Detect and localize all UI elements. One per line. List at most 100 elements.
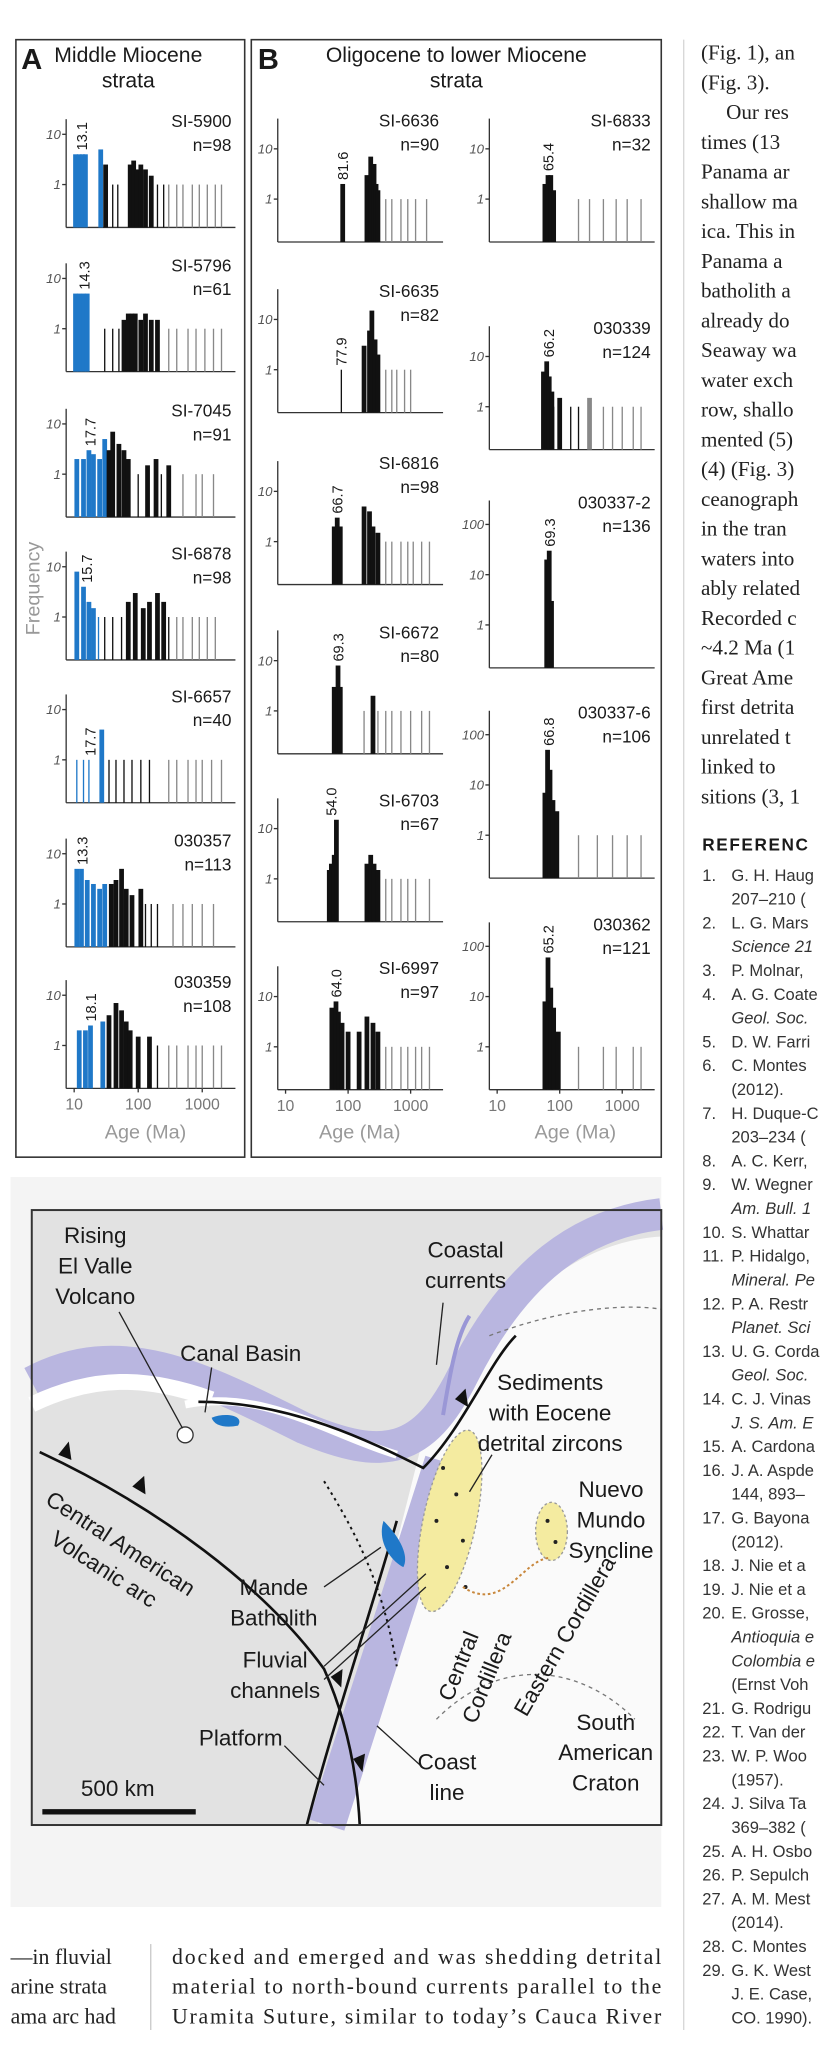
histogram-bar bbox=[640, 1046, 642, 1090]
histogram: 1 10 SI-6657 n=40 17.7 bbox=[46, 686, 236, 804]
map-label-line: detrital zircons bbox=[478, 1431, 623, 1456]
x-tick-label: 1000 bbox=[185, 1097, 220, 1114]
histogram-bar bbox=[400, 199, 402, 243]
histogram-bar bbox=[74, 868, 80, 947]
histogram-bar bbox=[112, 328, 114, 372]
histogram-bar bbox=[172, 903, 174, 947]
histogram-bar bbox=[615, 1046, 617, 1090]
histogram-bar bbox=[400, 1046, 402, 1090]
histogram-bar bbox=[155, 319, 160, 372]
reference-text: Colombia e bbox=[731, 1651, 815, 1670]
reference-number: 22. bbox=[702, 1723, 725, 1742]
histogram-bar bbox=[428, 710, 431, 754]
y-tick-label: 10 bbox=[46, 417, 61, 432]
y-tick-label: 1 bbox=[54, 177, 61, 192]
y-tick-label: 10 bbox=[46, 127, 61, 142]
histogram-bar bbox=[176, 184, 178, 228]
y-tick-label: 1 bbox=[265, 362, 272, 377]
histogram-bar bbox=[577, 406, 580, 450]
reference-text: 207–210 ( bbox=[731, 890, 806, 909]
y-tick-label: 1 bbox=[265, 704, 272, 719]
histogram-bar bbox=[361, 506, 367, 585]
histogram-bar bbox=[123, 1021, 129, 1089]
y-tick-label: 10 bbox=[258, 989, 273, 1004]
histogram-bar bbox=[125, 459, 131, 518]
histogram-bar bbox=[428, 1046, 431, 1090]
histogram-bar bbox=[84, 293, 90, 372]
peak-age-label: 66.7 bbox=[330, 485, 346, 513]
panel-title: strata bbox=[102, 69, 155, 92]
histogram-bar bbox=[385, 199, 387, 243]
histogram-bar bbox=[74, 459, 80, 518]
histogram-bar bbox=[212, 1045, 215, 1089]
leader bbox=[468, 1454, 493, 1493]
histogram-bar bbox=[168, 184, 170, 228]
reference-number: 2. bbox=[702, 913, 716, 932]
histogram-bar bbox=[195, 759, 197, 803]
map-label-line: currents bbox=[425, 1268, 506, 1293]
reference-number: 13. bbox=[702, 1342, 725, 1361]
histogram-bar bbox=[407, 1046, 409, 1090]
histogram-bar bbox=[385, 710, 387, 754]
sample-count: n=113 bbox=[184, 854, 231, 874]
canal-basin bbox=[211, 1415, 240, 1427]
histogram-bar bbox=[555, 1031, 561, 1090]
reference-text: Mineral. Pe bbox=[731, 1270, 815, 1289]
coastal-shelf bbox=[24, 1198, 664, 1463]
batholith bbox=[381, 1520, 406, 1568]
leader bbox=[204, 1367, 213, 1413]
histogram-bar bbox=[577, 835, 580, 879]
histogram-bar bbox=[163, 184, 165, 228]
histogram-bar bbox=[201, 759, 203, 803]
histogram-bar bbox=[119, 868, 124, 947]
histogram-bar bbox=[147, 601, 152, 660]
histogram-bar bbox=[121, 319, 127, 372]
histogram-bar bbox=[145, 465, 150, 518]
reference-text: A. C. Kerr, bbox=[731, 1151, 807, 1170]
reference-number: 28. bbox=[702, 1937, 725, 1956]
histogram-bar bbox=[76, 759, 78, 803]
leader bbox=[376, 1725, 422, 1766]
histogram-bar bbox=[198, 184, 200, 228]
histogram-bar bbox=[76, 1030, 82, 1089]
panel-b-frame bbox=[250, 38, 663, 1158]
dotted-line bbox=[323, 1480, 398, 1667]
histogram-bar bbox=[385, 541, 387, 585]
reference-number: 26. bbox=[702, 1866, 725, 1885]
reference-number: 25. bbox=[702, 1842, 725, 1861]
histogram-bar bbox=[391, 1046, 393, 1090]
sample-count: n=90 bbox=[400, 134, 439, 154]
x-tick-label: 100 bbox=[546, 1098, 573, 1115]
histogram-bar bbox=[81, 459, 86, 518]
histogram-bar bbox=[545, 175, 551, 243]
y-tick-label: 10 bbox=[469, 141, 484, 156]
histogram-bar bbox=[375, 354, 381, 413]
reference-number: 6. bbox=[702, 1056, 716, 1075]
histogram-bar bbox=[176, 328, 178, 372]
reference-text: Science 21 bbox=[731, 937, 813, 956]
histogram-bar bbox=[102, 439, 108, 518]
histogram-bar bbox=[97, 459, 103, 518]
sample-count: n=61 bbox=[193, 279, 232, 299]
histogram-bar bbox=[161, 601, 167, 660]
histogram-bar bbox=[414, 199, 417, 243]
sample-count: n=124 bbox=[602, 342, 651, 362]
histogram-bar bbox=[626, 199, 628, 243]
histogram-bar bbox=[99, 729, 105, 803]
histogram-bar bbox=[375, 870, 381, 922]
body-text-line: docked and emerged and was shedding detr… bbox=[172, 1945, 661, 1969]
histogram-bar bbox=[113, 880, 119, 947]
panel-title: strata bbox=[430, 69, 483, 92]
histogram-bar bbox=[98, 149, 104, 228]
histogram-bar bbox=[577, 199, 580, 243]
body-text-line: Great Ame bbox=[701, 665, 793, 689]
histogram: 1 10 SI-6878 n=98 15.7 bbox=[46, 544, 236, 661]
sample-id: SI-6833 bbox=[590, 111, 650, 131]
histogram-bar bbox=[220, 1045, 223, 1089]
dot bbox=[460, 1538, 465, 1543]
reference-text: CO. 1990). bbox=[731, 2008, 812, 2027]
histogram-bar bbox=[545, 957, 551, 1090]
y-tick-label: 10 bbox=[258, 821, 273, 836]
reference-text: G. Rodrigu bbox=[731, 1699, 811, 1718]
y-tick-label: 1 bbox=[265, 871, 272, 886]
